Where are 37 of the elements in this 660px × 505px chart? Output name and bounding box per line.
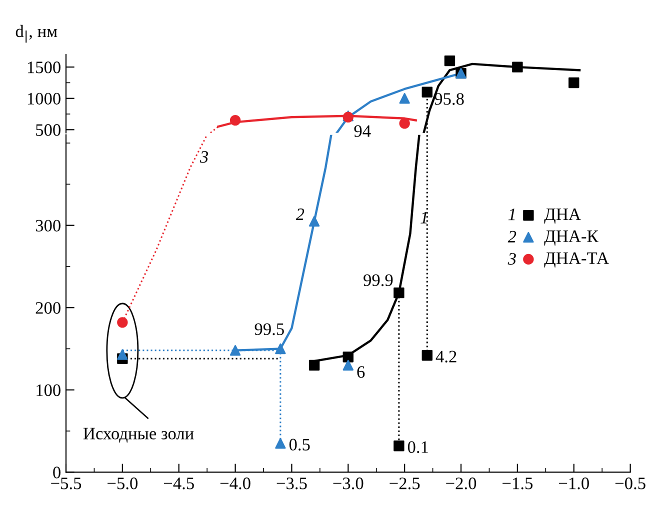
y-tick-label: 500 bbox=[36, 124, 60, 136]
x-tick-label: −1.5 bbox=[502, 478, 533, 490]
y-tick-label: 1000 bbox=[28, 92, 60, 105]
x-tick-label: −4.5 bbox=[164, 478, 194, 490]
x-tick-label: −2.5 bbox=[390, 478, 420, 490]
annotation: 99.9 bbox=[364, 274, 393, 286]
x-tick-label: −1.0 bbox=[558, 478, 589, 490]
annotation: 2 bbox=[296, 208, 304, 220]
x-tick-label: −4.0 bbox=[220, 478, 250, 490]
annotation: 3 bbox=[508, 253, 516, 265]
annotation: 0.1 bbox=[408, 441, 428, 454]
legend-label: ДНА-К bbox=[544, 230, 598, 246]
x-tick-label: −0.5 bbox=[615, 478, 646, 490]
annotation: 1 bbox=[508, 208, 515, 220]
annotation: 2 bbox=[508, 230, 516, 242]
annotation: 4.2 bbox=[436, 350, 456, 363]
x-tick-label: −3.0 bbox=[333, 478, 364, 490]
y-tick-label: 0 bbox=[53, 466, 60, 478]
x-tick-label: −5.5 bbox=[51, 478, 82, 490]
y-tick-label: 1500 bbox=[28, 62, 60, 74]
annotation: 99.5 bbox=[254, 323, 284, 336]
annotation: 1 bbox=[420, 212, 427, 224]
y-axis-title: d$_{|}$, нм bbox=[16, 24, 58, 43]
x-tick-label: −5.0 bbox=[108, 478, 138, 490]
annotation: 0.5 bbox=[289, 438, 310, 451]
annotation: 94 bbox=[354, 125, 371, 137]
legend-label: ДНА bbox=[544, 208, 581, 224]
x-tick-label: −2.0 bbox=[446, 478, 476, 490]
annotation: 95.8 bbox=[434, 93, 464, 105]
annotation: Исходные золи bbox=[83, 428, 194, 443]
y-tick-label: 300 bbox=[36, 220, 60, 232]
x-tick-label: −3.5 bbox=[276, 478, 307, 490]
legend-label: ДНА-ТА bbox=[544, 252, 609, 268]
annotation: 6 bbox=[357, 366, 365, 378]
y-tick-label: 200 bbox=[36, 302, 60, 314]
y-tick-label: 100 bbox=[36, 384, 60, 396]
annotation: 3 bbox=[200, 151, 208, 163]
